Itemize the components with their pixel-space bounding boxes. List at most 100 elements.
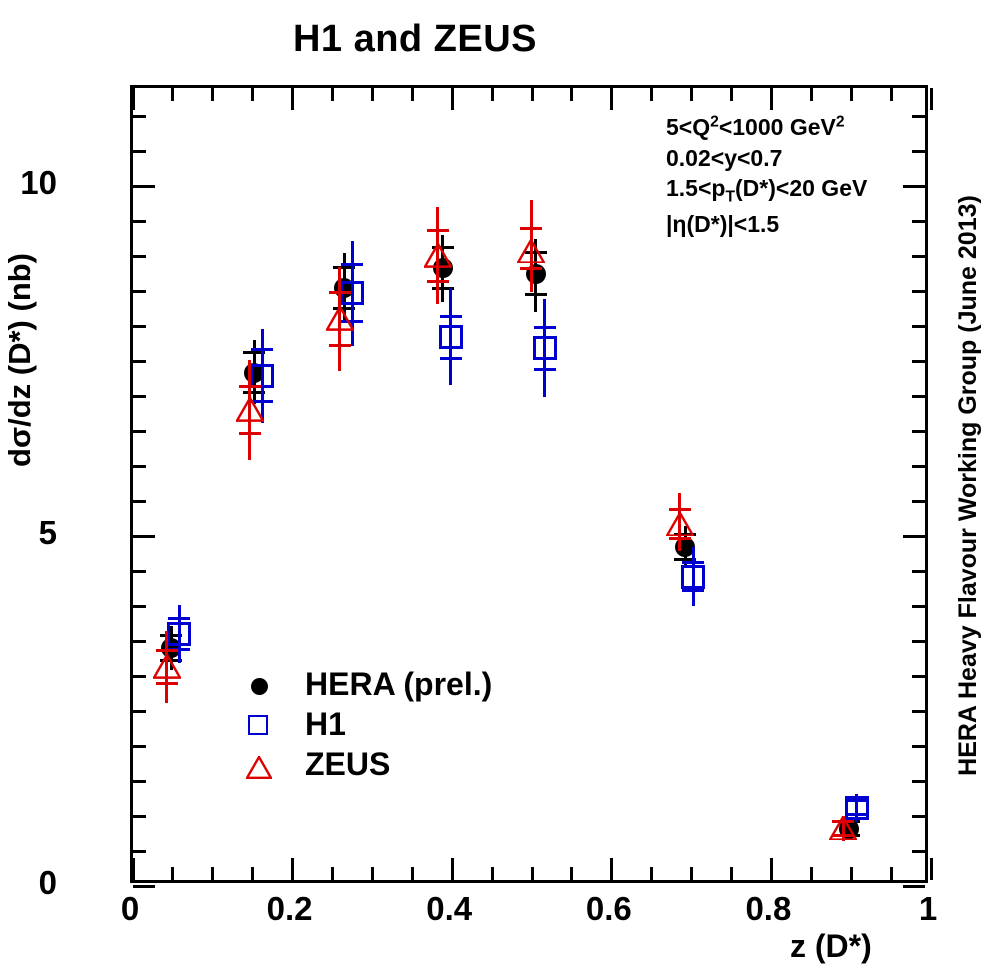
x-axis-tick (530, 88, 534, 101)
x-tick-label: 0 (120, 890, 140, 927)
error-bar-cap (328, 290, 351, 294)
marker-open-triangle (664, 510, 695, 542)
y-axis-tick (912, 639, 925, 643)
x-axis-tick (490, 867, 494, 880)
annotation-line-2: 0.02<y<0.7 (666, 144, 783, 171)
y-axis-tick (133, 149, 146, 153)
marker-open-square (250, 363, 275, 388)
x-axis-tick (610, 858, 614, 880)
y-tick-label: 5 (38, 514, 57, 551)
y-axis-tick (912, 849, 925, 853)
y-axis-tick (133, 569, 146, 573)
y-axis-tick (912, 429, 925, 433)
y-axis-tick (912, 709, 925, 713)
y-axis-tick (903, 884, 925, 888)
y-axis-tick (133, 359, 146, 363)
x-axis-tick (291, 88, 295, 110)
y-axis-tick (912, 324, 925, 328)
error-bar-cap (168, 617, 191, 621)
annotation-line-1: 5<Q2<1000 GeV2 (666, 113, 845, 140)
side-credit: HERA Heavy Flavour Working Group (June 2… (943, 80, 993, 890)
x-axis-tick (171, 88, 175, 101)
error-bar-total (338, 267, 342, 371)
marker-open-triangle (234, 395, 265, 427)
x-axis-tick (131, 858, 135, 880)
x-axis-tick (769, 858, 773, 880)
error-bar-cap (160, 633, 183, 637)
y-axis-tick (912, 604, 925, 608)
x-axis-tick (410, 867, 414, 880)
x-tick-label: 0.8 (745, 890, 792, 927)
y-axis-tick (133, 254, 146, 258)
error-bar-cap (682, 561, 705, 565)
error-bar-cap (426, 279, 449, 283)
error-bar-total (691, 547, 695, 606)
x-axis-tick (650, 867, 654, 880)
legend-label: H1 (305, 706, 346, 742)
open-triangle-icon (243, 748, 277, 782)
plot-inner (131, 88, 933, 888)
error-bar-cap (426, 229, 449, 233)
x-axis-tick (929, 88, 933, 110)
x-axis-tick (490, 88, 494, 101)
y-axis-tick (912, 464, 925, 468)
y-axis-tick (133, 744, 146, 748)
y-axis-tick (912, 114, 925, 118)
x-axis-tick (370, 88, 374, 101)
chart-title: H1 and ZEUS (292, 18, 538, 60)
x-axis-tick (650, 88, 654, 101)
error-bar-cap (251, 348, 274, 352)
x-axis-tick (211, 867, 215, 880)
y-axis-tick (133, 674, 146, 678)
x-axis-tick (570, 88, 574, 101)
y-axis-tick (133, 499, 146, 503)
y-axis-title-text: dσ/dz (D*) (nb) (2, 252, 38, 468)
x-axis-tick (331, 88, 334, 101)
x-tick-label: 0.2 (266, 890, 313, 927)
error-bar-cap (845, 813, 868, 817)
error-bar-cap (243, 391, 266, 394)
y-axis-tick (133, 639, 146, 643)
x-axis-tick (690, 88, 694, 101)
error-bar-total (436, 207, 440, 304)
error-bar-cap (682, 589, 705, 593)
y-axis-tick (912, 569, 925, 573)
x-axis-title: z (D*) (790, 928, 872, 964)
error-bar-cap (333, 266, 356, 270)
x-axis-tick (450, 88, 454, 110)
plot-area (130, 85, 933, 888)
error-bar-total (529, 200, 533, 293)
x-axis-tick (610, 88, 614, 110)
y-axis-title: dσ/dz (D*) (nb) (0, 150, 42, 570)
legend-label: ZEUS (305, 746, 391, 782)
error-bar-cap (832, 834, 855, 838)
error-bar-cap (520, 267, 543, 271)
open-square-icon (243, 708, 277, 742)
x-axis-tick (809, 88, 813, 101)
marker-open-square (438, 325, 463, 350)
x-axis-tick (450, 858, 454, 880)
x-tick-label: 0.4 (426, 890, 473, 927)
error-bar-cap (439, 356, 462, 360)
y-axis-tick (903, 534, 925, 538)
y-axis-tick (133, 394, 146, 398)
y-axis-tick (912, 359, 925, 363)
y-tick-label: 10 (20, 164, 57, 201)
y-axis-tick (133, 114, 146, 118)
y-axis-tick (133, 219, 146, 223)
error-bar-cap (533, 367, 556, 371)
y-axis-tick (133, 289, 146, 293)
y-axis-tick (912, 219, 925, 223)
error-bar-cap (238, 384, 261, 388)
error-bar-cap (524, 293, 547, 296)
y-axis-tick (133, 534, 155, 538)
y-tick-label: 0 (38, 864, 57, 901)
error-bar-total (543, 299, 547, 398)
error-bar-cap (668, 537, 691, 541)
y-axis-tick (133, 779, 146, 783)
error-bar-cap (524, 251, 547, 254)
y-axis-tick (133, 849, 146, 853)
error-bar-cap (328, 344, 351, 348)
annotation-line-4: |η(D*)|<1.5 (666, 210, 780, 237)
